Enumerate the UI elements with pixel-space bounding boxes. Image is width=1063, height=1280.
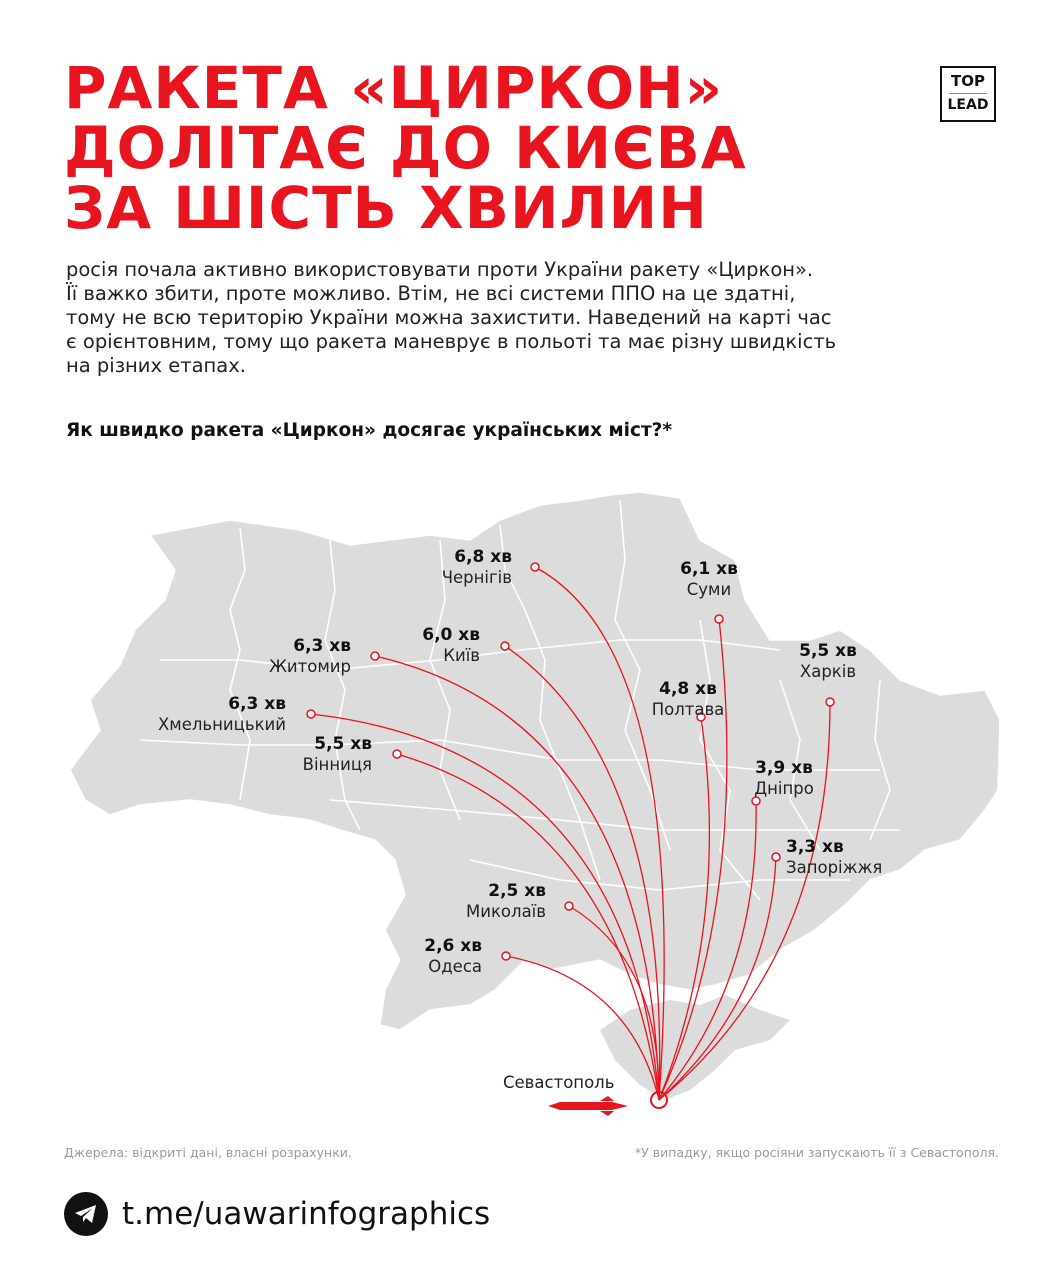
city-name-label: Полтава bbox=[652, 700, 725, 719]
logo-divider bbox=[949, 93, 987, 94]
logo-top-text: TOP bbox=[951, 72, 985, 90]
route-kyiv bbox=[504, 645, 661, 1101]
route-mykolaiv bbox=[568, 905, 660, 1101]
city-name-label: Хмельницький bbox=[158, 715, 286, 734]
route-zaporizhzhia bbox=[658, 856, 777, 1101]
city-time-label: 2,5 хв bbox=[488, 881, 546, 901]
city-marker bbox=[696, 712, 706, 722]
city-time-label: 2,6 хв bbox=[424, 936, 482, 956]
city-marker bbox=[306, 709, 316, 719]
city-marker bbox=[564, 901, 574, 911]
city-time-label: 6,8 хв bbox=[454, 547, 512, 567]
route-dnipro bbox=[658, 800, 757, 1101]
page-title: РАКЕТА «ЦИРКОН» ДОЛІТАЄ ДО КИЄВА ЗА ШІСТ… bbox=[64, 58, 904, 238]
route-sumy bbox=[658, 618, 728, 1101]
city-time-label: 3,9 хв bbox=[755, 758, 813, 778]
ukraine-territory bbox=[69, 491, 1001, 1031]
city-marker bbox=[392, 749, 402, 759]
title-line: РАКЕТА «ЦИРКОН» bbox=[64, 54, 724, 122]
city-marker bbox=[771, 852, 781, 862]
missile-icon bbox=[548, 1096, 628, 1116]
telegram-icon bbox=[64, 1192, 108, 1236]
route-odesa bbox=[505, 955, 660, 1101]
intro-paragraph: росія почала активно використовувати про… bbox=[66, 258, 966, 378]
city-name-label: Суми bbox=[687, 580, 731, 599]
intro-line: Її важко збити, проте можливо. Втім, не … bbox=[66, 282, 796, 305]
footnote: *У випадку, якщо росіяни запускають її з… bbox=[634, 1145, 999, 1160]
city-name-label: Миколаїв bbox=[466, 902, 546, 921]
city-marker bbox=[714, 614, 724, 624]
oblast-borders bbox=[139, 499, 900, 901]
city-name-label: Київ bbox=[443, 646, 480, 665]
logo-bottom-text: LEAD bbox=[947, 97, 989, 113]
city-marker bbox=[370, 651, 380, 661]
intro-line: тому не всю територію України можна захи… bbox=[66, 306, 832, 329]
intro-line: росія почала активно використовувати про… bbox=[66, 258, 814, 281]
route-kharkiv bbox=[658, 701, 831, 1101]
city-marker bbox=[500, 641, 510, 651]
city-time-label: 5,5 хв bbox=[314, 734, 372, 754]
intro-line: на різних етапах. bbox=[66, 354, 246, 377]
intro-line: є орієнтовним, тому що ракета маневрує в… bbox=[66, 330, 837, 353]
route-vinnytsia bbox=[396, 753, 660, 1101]
city-time-label: 6,0 хв bbox=[422, 625, 480, 645]
city-marker bbox=[530, 562, 540, 572]
city-marker bbox=[751, 796, 761, 806]
route-khmelnytskyi bbox=[310, 713, 660, 1101]
route-chernihiv bbox=[534, 566, 665, 1101]
title-line: ДОЛІТАЄ ДО КИЄВА bbox=[64, 114, 747, 182]
city-marker bbox=[501, 951, 511, 961]
city-time-label: 3,3 хв bbox=[786, 837, 844, 857]
telegram-link[interactable]: t.me/uawarinfographics bbox=[64, 1192, 490, 1236]
crimea-territory bbox=[600, 995, 790, 1100]
city-name-label: Дніпро bbox=[754, 779, 814, 798]
map-question: Як швидко ракета «Циркон» досягає україн… bbox=[66, 420, 673, 441]
city-name-label: Одеса bbox=[428, 957, 482, 976]
launch-city-label: Севастополь bbox=[503, 1073, 614, 1092]
city-time-label: 4,8 хв bbox=[659, 679, 717, 699]
city-name-label: Житомир bbox=[269, 657, 351, 676]
city-name-label: Харків bbox=[800, 662, 856, 681]
routes bbox=[310, 566, 831, 1101]
toplead-logo: TOP LEAD bbox=[940, 66, 996, 122]
route-zhytomyr bbox=[374, 655, 660, 1101]
city-name-label: Чернігів bbox=[442, 568, 512, 587]
city-time-label: 6,1 хв bbox=[680, 559, 738, 579]
sources-note: Джерела: відкриті дані, власні розрахунк… bbox=[64, 1145, 352, 1160]
city-time-label: 6,3 хв bbox=[293, 636, 351, 656]
city-name-label: Вінниця bbox=[303, 755, 372, 774]
title-line: ЗА ШІСТЬ ХВИЛИН bbox=[64, 174, 708, 242]
ukraine-map: Севастополь 6,8 хв Чернігів 6,1 хв Суми … bbox=[69, 491, 1001, 1116]
telegram-link-text: t.me/uawarinfographics bbox=[122, 1196, 491, 1232]
city-time-label: 6,3 хв bbox=[228, 694, 286, 714]
city-name-label: Запоріжжя bbox=[786, 858, 882, 877]
route-poltava bbox=[658, 716, 711, 1101]
city-time-label: 5,5 хв bbox=[799, 641, 857, 661]
city-marker bbox=[825, 697, 835, 707]
